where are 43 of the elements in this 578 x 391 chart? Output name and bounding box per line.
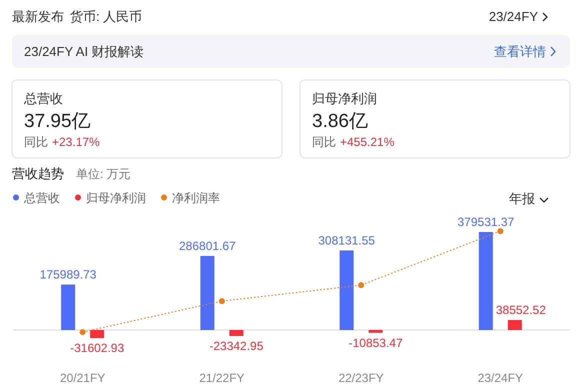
bar <box>200 256 214 330</box>
text: 3.86亿 <box>312 111 368 132</box>
data-label: 286801.67 <box>179 238 236 253</box>
x-tick-label: 21/22FY <box>199 371 245 385</box>
data-label: 38552.52 <box>496 303 546 318</box>
legend-label: 总营收 <box>23 191 60 205</box>
legend-label: 净利润率 <box>172 191 220 205</box>
data-label: -23342.95 <box>209 339 264 354</box>
point <box>358 282 364 288</box>
point <box>218 298 225 304</box>
text: 总营收 <box>23 91 63 106</box>
text: 23/24FY AI 财报解读 <box>24 44 144 59</box>
bar <box>229 330 244 336</box>
text: 同比 <box>312 135 336 149</box>
chart-subtitle: 单位: 万元 <box>76 167 131 181</box>
x-tick-label: 23/24FY <box>478 371 524 385</box>
point <box>80 329 86 336</box>
chart-title: 营收趋势 <box>12 166 64 181</box>
data-label: 379531.37 <box>458 215 515 229</box>
text: 年报 <box>509 191 535 206</box>
legend-label: 归母净利润 <box>86 191 146 205</box>
text: 同比 <box>24 135 48 149</box>
x-tick-label: 20/21FY <box>60 371 106 385</box>
text: +455.21% <box>340 135 395 149</box>
text: 货币: 人民币 <box>70 9 142 24</box>
text: 23/24FY <box>488 9 538 24</box>
bar <box>90 330 104 338</box>
point <box>497 228 504 234</box>
bar <box>368 330 383 333</box>
bar <box>61 284 76 330</box>
data-label: 308131.55 <box>318 233 376 248</box>
text: +23.17% <box>52 135 100 149</box>
data-label: -10853.47 <box>348 336 403 350</box>
bar <box>478 232 493 330</box>
x-tick-label: 22/23FY <box>338 371 384 385</box>
data-label: 175989.73 <box>40 268 97 282</box>
text: 查看详情 <box>494 44 546 59</box>
text: 归母净利润 <box>312 91 377 106</box>
data-label: -31602.93 <box>70 341 124 356</box>
text: 最新发布 <box>12 9 64 24</box>
bar <box>508 320 522 330</box>
text: 37.95亿 <box>24 111 91 132</box>
bar <box>340 250 354 330</box>
